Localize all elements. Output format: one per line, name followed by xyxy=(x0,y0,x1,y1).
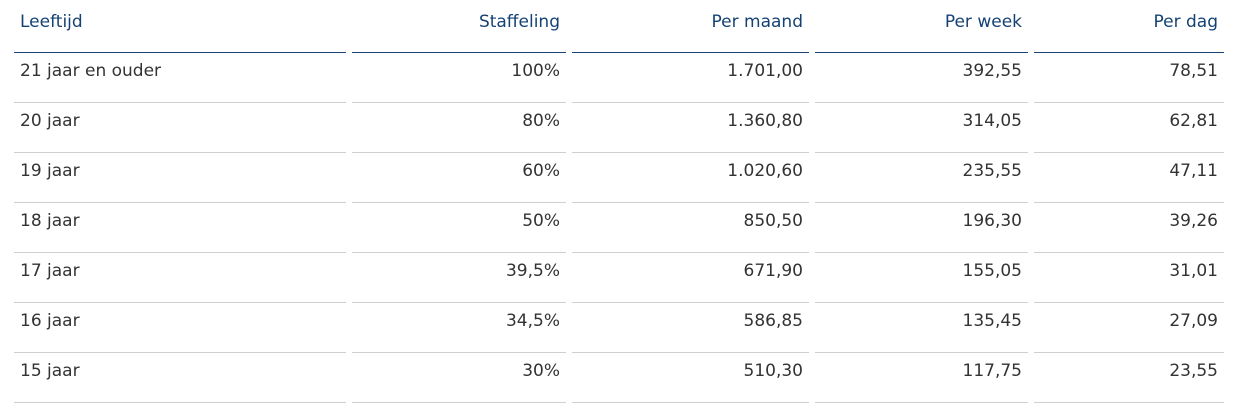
cell-staffeling: 39,5% xyxy=(352,253,566,303)
table-row: 19 jaar 60% 1.020,60 235,55 47,11 xyxy=(14,153,1224,203)
table-body: 21 jaar en ouder 100% 1.701,00 392,55 78… xyxy=(14,53,1224,403)
cell-leeftijd: 18 jaar xyxy=(14,203,346,253)
cell-leeftijd: 16 jaar xyxy=(14,303,346,353)
table-row: 18 jaar 50% 850,50 196,30 39,26 xyxy=(14,203,1224,253)
cell-leeftijd: 17 jaar xyxy=(14,253,346,303)
cell-per-dag: 23,55 xyxy=(1034,353,1224,403)
table-row: 16 jaar 34,5% 586,85 135,45 27,09 xyxy=(14,303,1224,353)
cell-per-week: 235,55 xyxy=(815,153,1028,203)
table-row: 21 jaar en ouder 100% 1.701,00 392,55 78… xyxy=(14,53,1224,103)
cell-per-maand: 510,30 xyxy=(572,353,809,403)
header-leeftijd: Leeftijd xyxy=(14,0,346,53)
cell-per-maand: 850,50 xyxy=(572,203,809,253)
table-row: 20 jaar 80% 1.360,80 314,05 62,81 xyxy=(14,103,1224,153)
cell-staffeling: 80% xyxy=(352,103,566,153)
header-per-week: Per week xyxy=(815,0,1028,53)
cell-per-dag: 62,81 xyxy=(1034,103,1224,153)
cell-per-week: 135,45 xyxy=(815,303,1028,353)
table-header: Leeftijd Staffeling Per maand Per week P… xyxy=(14,0,1224,53)
cell-leeftijd: 20 jaar xyxy=(14,103,346,153)
cell-per-dag: 39,26 xyxy=(1034,203,1224,253)
header-per-dag: Per dag xyxy=(1034,0,1224,53)
cell-staffeling: 30% xyxy=(352,353,566,403)
cell-per-maand: 1.020,60 xyxy=(572,153,809,203)
cell-per-dag: 47,11 xyxy=(1034,153,1224,203)
cell-staffeling: 100% xyxy=(352,53,566,103)
cell-per-week: 155,05 xyxy=(815,253,1028,303)
cell-leeftijd: 19 jaar xyxy=(14,153,346,203)
cell-per-maand: 586,85 xyxy=(572,303,809,353)
cell-per-dag: 31,01 xyxy=(1034,253,1224,303)
cell-staffeling: 60% xyxy=(352,153,566,203)
header-staffeling: Staffeling xyxy=(352,0,566,53)
table-row: 17 jaar 39,5% 671,90 155,05 31,01 xyxy=(14,253,1224,303)
cell-per-week: 314,05 xyxy=(815,103,1028,153)
cell-per-week: 392,55 xyxy=(815,53,1028,103)
cell-per-week: 196,30 xyxy=(815,203,1028,253)
cell-per-week: 117,75 xyxy=(815,353,1028,403)
cell-per-maand: 1.360,80 xyxy=(572,103,809,153)
minimum-wage-table: Leeftijd Staffeling Per maand Per week P… xyxy=(8,0,1230,403)
table-row: 15 jaar 30% 510,30 117,75 23,55 xyxy=(14,353,1224,403)
cell-leeftijd: 21 jaar en ouder xyxy=(14,53,346,103)
cell-staffeling: 34,5% xyxy=(352,303,566,353)
header-per-maand: Per maand xyxy=(572,0,809,53)
cell-staffeling: 50% xyxy=(352,203,566,253)
cell-per-dag: 27,09 xyxy=(1034,303,1224,353)
cell-leeftijd: 15 jaar xyxy=(14,353,346,403)
cell-per-maand: 671,90 xyxy=(572,253,809,303)
cell-per-maand: 1.701,00 xyxy=(572,53,809,103)
header-row: Leeftijd Staffeling Per maand Per week P… xyxy=(14,0,1224,53)
cell-per-dag: 78,51 xyxy=(1034,53,1224,103)
